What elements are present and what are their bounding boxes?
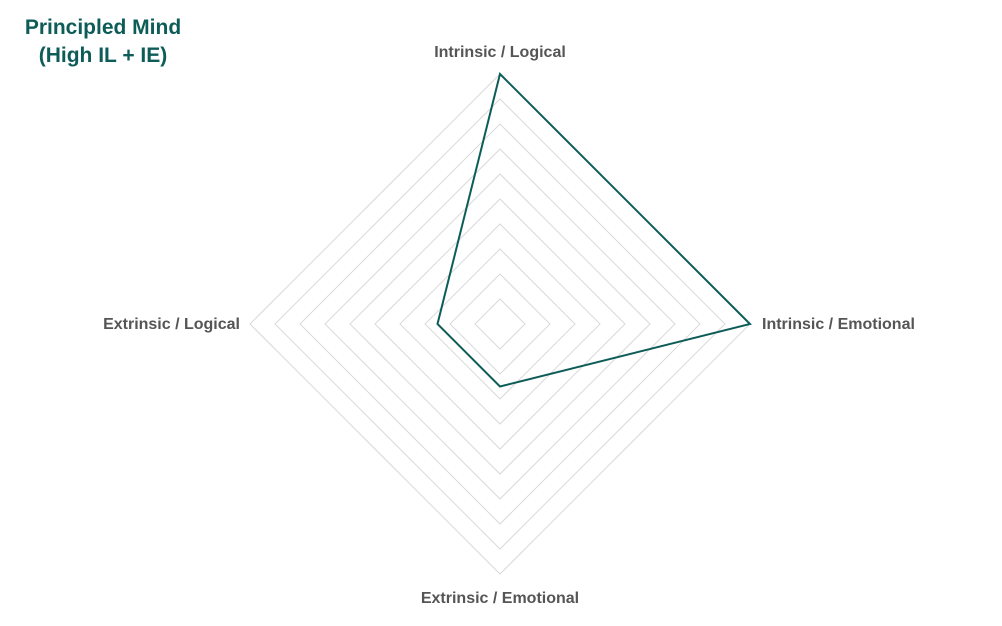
grid-ring [424,248,576,400]
grid-ring [374,198,626,450]
series-polygon [436,72,752,388]
grid-ring [324,148,676,500]
grid-ring [349,173,651,475]
grid-ring [449,273,551,375]
grid-ring [399,223,601,425]
grid-ring [274,98,726,550]
axis-label-intrinsic-emotional: Intrinsic / Emotional [762,316,915,333]
chart-title: Principled Mind (High IL + IE) [0,14,206,70]
grid-ring [474,298,526,350]
chart-title-line-2: (High IL + IE) [38,44,168,67]
chart-title-line-1: Principled Mind [24,16,182,39]
axis-label-intrinsic-logical: Intrinsic / Logical [434,44,566,61]
axis-label-extrinsic-logical: Extrinsic / Logical [103,316,240,333]
grid [249,73,751,575]
axis-label-extrinsic-emotional: Extrinsic / Emotional [421,590,579,607]
grid-ring [299,123,701,525]
